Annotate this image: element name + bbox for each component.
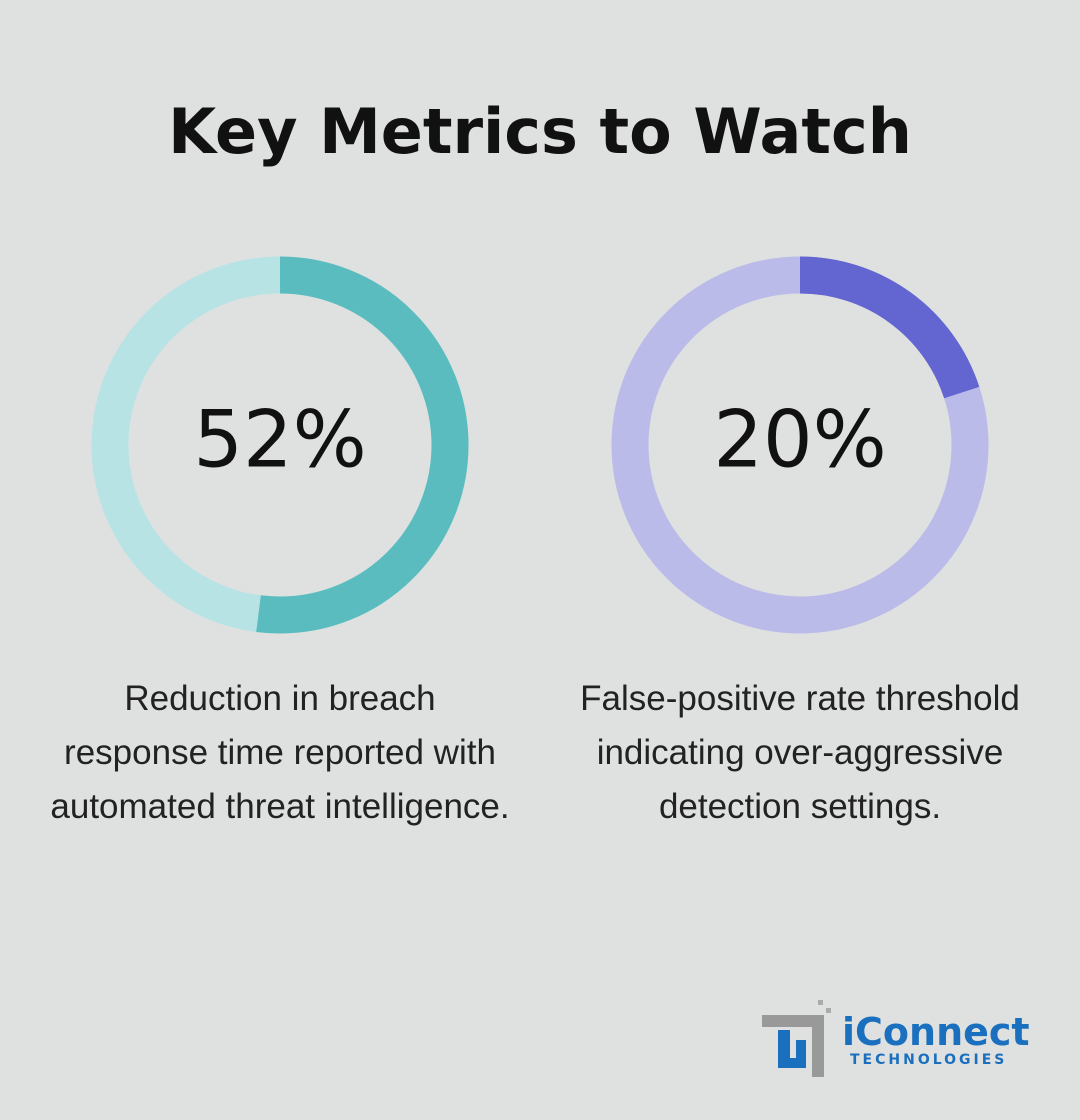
logo-name: iConnect [842, 1010, 1030, 1054]
logo-mark [762, 1000, 831, 1077]
logo-tagline: TECHNOLOGIES [850, 1052, 1008, 1068]
donut-arc [611, 256, 989, 634]
value-label: 52% [193, 395, 366, 485]
donut-arc [91, 256, 469, 634]
caption: False-positive rate threshold indicating… [580, 679, 1020, 826]
value-label: 20% [713, 395, 886, 485]
title: Key Metrics to Watch [168, 95, 912, 168]
caption: Reduction in breach response time report… [50, 679, 510, 826]
